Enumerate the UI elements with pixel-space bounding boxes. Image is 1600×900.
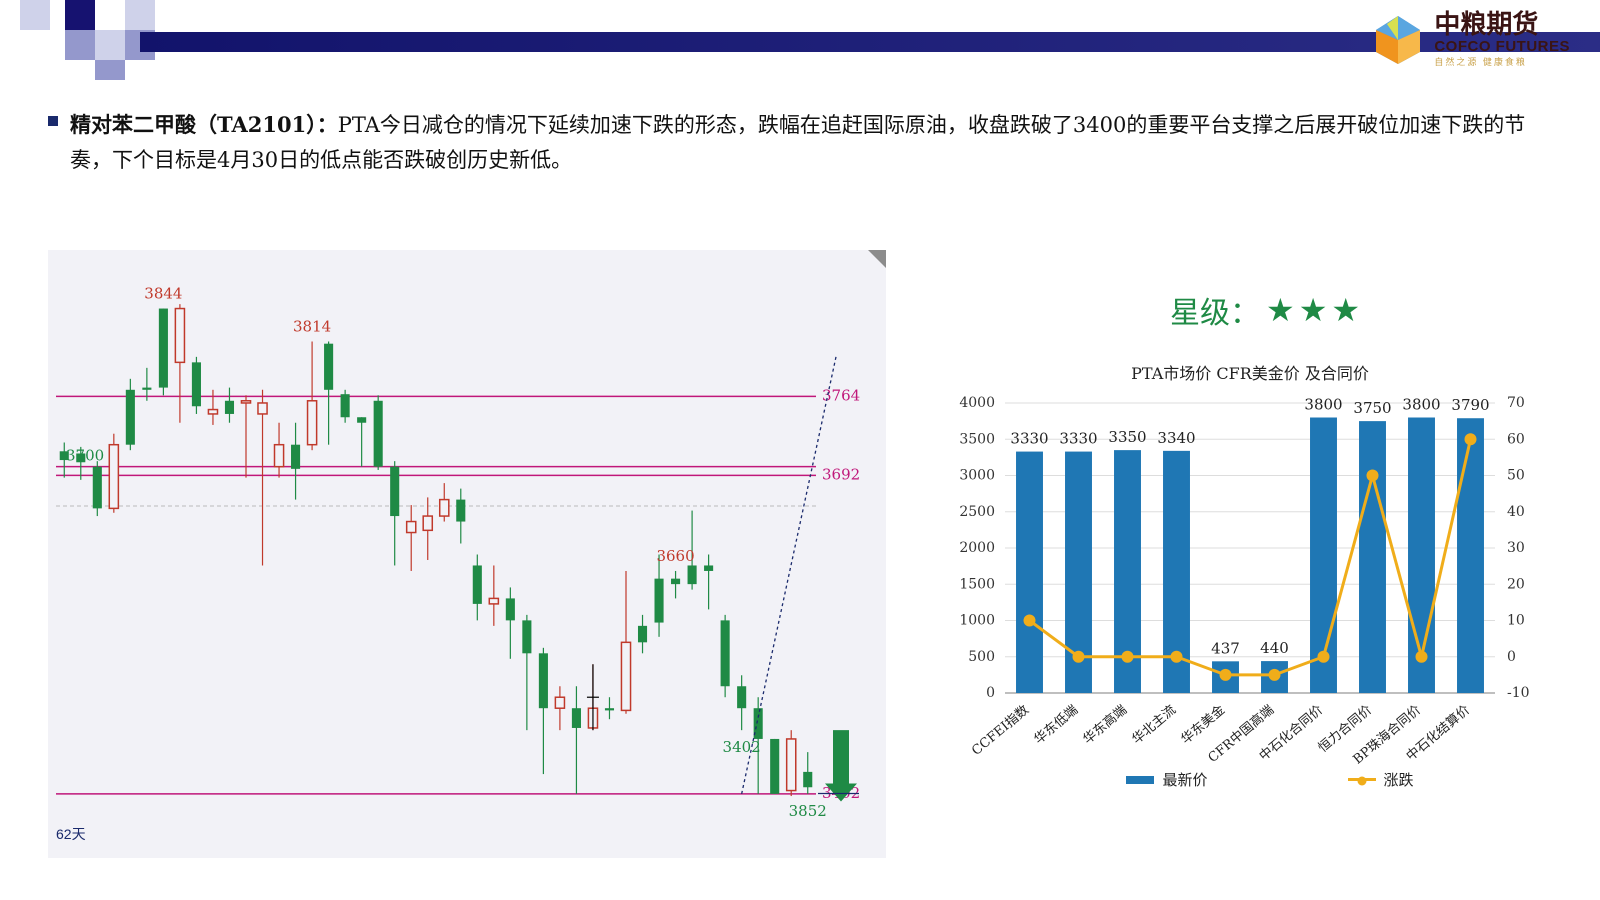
logo-slogan-text: 自然之源 健康食粮 — [1434, 55, 1570, 68]
svg-text:3000: 3000 — [959, 468, 995, 484]
svg-text:440: 440 — [1260, 639, 1289, 657]
svg-text:0: 0 — [1507, 649, 1516, 665]
svg-text:-10: -10 — [1507, 685, 1530, 701]
pta-candlestick-chart-panel: 376436923402370038443814366034023852 62天 — [48, 250, 886, 858]
svg-text:4000: 4000 — [959, 395, 995, 411]
analysis-text: 精对苯二甲酸（TA2101）：PTA今日减仓的情况下延续加速下跌的形态，跌幅在追… — [70, 108, 1548, 177]
chart-legend: 最新价 涨跌 — [1010, 769, 1530, 790]
star-icons: ★★★ — [1266, 291, 1364, 329]
svg-text:3692: 3692 — [822, 465, 860, 483]
svg-text:40: 40 — [1507, 504, 1525, 520]
svg-text:3500: 3500 — [959, 431, 995, 447]
bar-line-chart-svg[interactable]: 0 500 1000 1500 2000 2500 3000 3500 4000 -10 0 10 20… — [950, 388, 1550, 788]
svg-text:华东高端: 华东高端 — [1080, 702, 1130, 748]
bar-line-chart-wrap: PTA市场价 CFR美金价 及合同价 0 500 1000 1500 2000 2500 3… — [950, 360, 1550, 780]
svg-text:2500: 2500 — [959, 504, 995, 520]
company-logo: 中粮期货 COFCO FUTURES 自然之源 健康食粮 — [1372, 12, 1570, 68]
svg-text:3800: 3800 — [1402, 396, 1440, 414]
star-rating-display: 星级： ★★★ — [1170, 288, 1364, 332]
svg-text:华北主流: 华北主流 — [1130, 703, 1179, 748]
pta-price-bar-chart-panel: 星级： ★★★ PTA市场价 CFR美金价 及合同价 0 500 1000 1500 2… — [940, 250, 1560, 858]
svg-text:10: 10 — [1507, 613, 1525, 629]
svg-text:3764: 3764 — [822, 386, 860, 404]
svg-text:3844: 3844 — [144, 285, 182, 303]
svg-text:3402: 3402 — [723, 738, 761, 756]
legend-line-swatch — [1348, 778, 1376, 781]
svg-text:CCFEI指数: CCFEI指数 — [969, 703, 1032, 759]
candlestick-chart-svg: 376436923402370038443814366034023852 — [48, 250, 886, 858]
svg-text:华东低端: 华东低端 — [1032, 703, 1081, 748]
legend-bar-swatch — [1126, 776, 1154, 784]
analysis-bullet-block: 精对苯二甲酸（TA2101）：PTA今日减仓的情况下延续加速下跌的形态，跌幅在追… — [48, 108, 1548, 177]
svg-text:3660: 3660 — [656, 547, 694, 565]
svg-text:3350: 3350 — [1108, 428, 1146, 446]
bullet-marker-icon — [48, 116, 58, 126]
svg-text:20: 20 — [1507, 576, 1525, 592]
svg-text:2000: 2000 — [959, 540, 995, 556]
header-bar-section: 中粮期货 COFCO FUTURES 自然之源 健康食粮 — [0, 0, 1600, 80]
svg-text:3750: 3750 — [1353, 399, 1391, 417]
svg-text:50: 50 — [1507, 468, 1525, 484]
legend-item-line[interactable]: 涨跌 — [1348, 769, 1414, 790]
svg-text:30: 30 — [1507, 540, 1525, 556]
svg-text:1000: 1000 — [959, 613, 995, 629]
svg-text:70: 70 — [1507, 395, 1525, 411]
svg-text:1500: 1500 — [959, 576, 995, 592]
svg-text:437: 437 — [1211, 639, 1240, 657]
legend-item-bar[interactable]: 最新价 — [1126, 769, 1207, 790]
svg-text:3340: 3340 — [1157, 429, 1195, 447]
logo-en-text: COFCO FUTURES — [1434, 38, 1570, 55]
svg-text:3330: 3330 — [1059, 430, 1097, 448]
svg-text:0: 0 — [986, 685, 995, 701]
svg-text:60: 60 — [1507, 431, 1525, 447]
svg-text:3330: 3330 — [1010, 430, 1048, 448]
svg-text:3790: 3790 — [1451, 396, 1489, 414]
svg-text:3852: 3852 — [789, 802, 827, 820]
cofco-diamond-icon — [1372, 14, 1424, 66]
logo-cn-text: 中粮期货 — [1434, 12, 1570, 38]
x-axis-label: 62天 — [56, 824, 86, 844]
svg-text:3800: 3800 — [1304, 396, 1342, 414]
svg-text:500: 500 — [968, 649, 995, 665]
chart-title: PTA市场价 CFR美金价 及合同价 — [950, 360, 1550, 384]
svg-text:3814: 3814 — [293, 317, 331, 335]
